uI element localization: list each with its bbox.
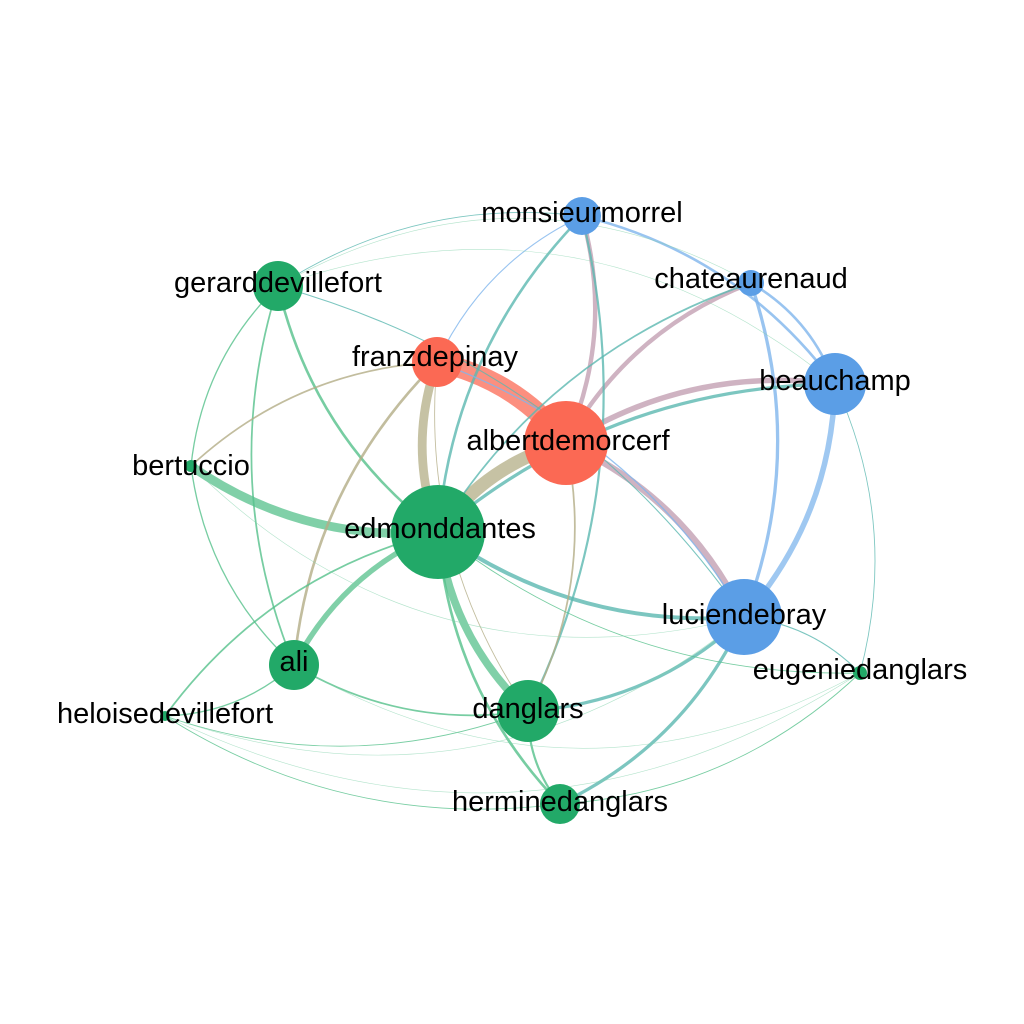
edge-bertuccio-luciendebray: [190, 465, 745, 638]
node-label-bertuccio: bertuccio: [132, 450, 250, 482]
edge-eugeniedanglars-beauchamp: [834, 383, 876, 674]
node-beauchamp[interactable]: [804, 353, 866, 415]
node-label-heloisedevillefort: heloisedevillefort: [57, 698, 273, 730]
edge-eugeniedanglars-herminedanglars: [559, 672, 861, 805]
labels-layer: albertdemorcerf franzdepinay edmonddantes g…: [57, 197, 967, 818]
node-label-franzdepinay: franzdepinay: [352, 341, 519, 373]
node-edmonddantes[interactable]: [391, 485, 485, 579]
node-herminedanglars[interactable]: [540, 784, 580, 824]
node-label-luciendebray: luciendebray: [662, 599, 827, 631]
node-bertuccio[interactable]: [185, 460, 197, 472]
edge-gerarddevillefort-monsieurmorrel: [277, 212, 583, 287]
node-label-edmonddantes: edmonddantes: [344, 513, 536, 545]
node-danglars[interactable]: [497, 680, 559, 742]
edge-heloisedevillefort-danglars: [164, 710, 529, 747]
edge-eugeniedanglars-edmonddantes: [437, 531, 861, 674]
edge-gerarddevillefort-beauchamp: [277, 249, 836, 385]
edge-bertuccio-franzdepinay: [190, 361, 438, 467]
node-gerarddevillefort[interactable]: [253, 261, 303, 311]
nodes-layer: [160, 197, 867, 824]
node-albertdemorcerf[interactable]: [524, 401, 608, 485]
node-eugeniedanglars[interactable]: [853, 666, 867, 680]
node-label-eugeniedanglars: eugeniedanglars: [753, 654, 967, 686]
edge-gerarddevillefort-bertuccio: [190, 285, 279, 467]
edge-gerarddevillefort-ali: [250, 285, 295, 666]
edge-edmonddantes-monsieurmorrel: [436, 214, 584, 534]
edge-edmonddantes-chateaurenaud: [437, 282, 752, 533]
edge-ali-franzdepinay: [292, 360, 439, 667]
edge-franzdepinay-luciendebray: [436, 361, 745, 618]
node-label-albertdemorcerf: albertdemorcerf: [466, 425, 670, 457]
node-label-ali: ali: [279, 646, 308, 678]
edge-chateaurenaud-luciendebray: [742, 281, 780, 619]
node-franzdepinay[interactable]: [412, 337, 462, 387]
edge-edmonddantes-beauchamp: [436, 382, 837, 534]
node-label-gerarddevillefort: gerarddevillefort: [174, 267, 382, 299]
node-chateaurenaud[interactable]: [738, 270, 764, 296]
edge-ali-eugeniedanglars: [293, 664, 861, 749]
node-luciendebray[interactable]: [706, 579, 782, 655]
edge-monsieurmorrel-beauchamp: [580, 214, 837, 386]
node-ali[interactable]: [269, 640, 319, 690]
node-label-danglars: danglars: [472, 693, 583, 725]
node-label-herminedanglars: herminedanglars: [452, 786, 668, 818]
node-heloisedevillefort[interactable]: [160, 711, 170, 721]
edge-franzdepinay-monsieurmorrel: [436, 215, 583, 363]
node-label-chateaurenaud: chateaurenaud: [654, 263, 848, 295]
node-label-beauchamp: beauchamp: [759, 365, 911, 397]
edge-heloisedevillefort-luciendebray: [164, 616, 745, 756]
edge-bertuccio-ali: [190, 465, 295, 666]
node-label-monsieurmorrel: monsieurmorrel: [481, 197, 682, 229]
edge-gerarddevillefort-chateaurenaud: [277, 218, 752, 287]
edge-heloisedevillefort-herminedanglars: [164, 715, 561, 810]
edge-heloisedevillefort-eugeniedanglars: [164, 672, 861, 794]
node-monsieurmorrel[interactable]: [563, 197, 601, 235]
